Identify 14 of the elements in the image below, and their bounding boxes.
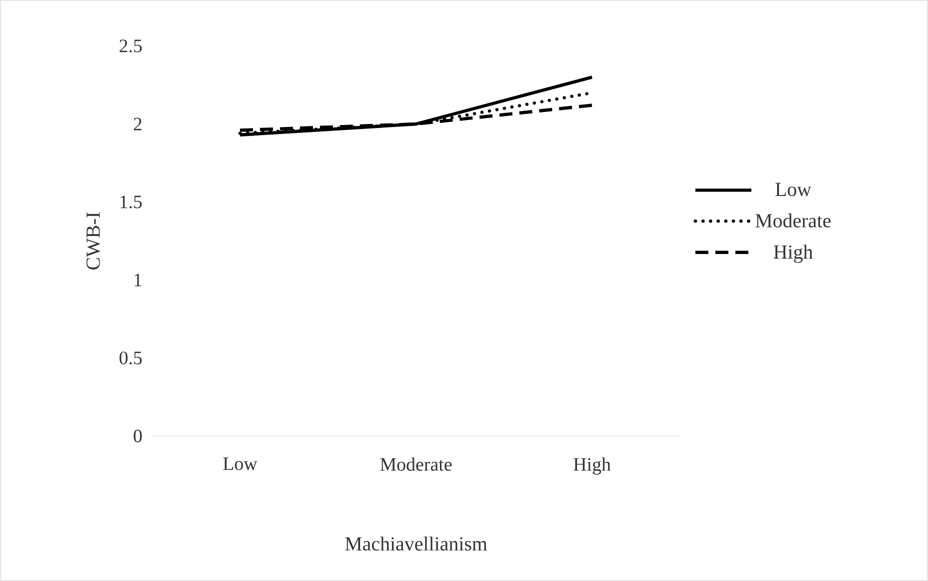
y-tick-label: 2.5 — [120, 40, 142, 52]
y-tick-label: 0.5 — [120, 352, 142, 364]
x-tick-label: High — [574, 458, 611, 475]
y-axis-title: CWB-I — [86, 212, 100, 270]
legend-label: Low — [775, 182, 812, 196]
x-tick-label: Moderate — [380, 458, 452, 471]
x-axis-title: Machiavellianism — [345, 536, 488, 551]
legend-label: Moderate — [756, 213, 831, 228]
y-tick-label: 2 — [134, 118, 142, 130]
legend-label: High — [774, 244, 813, 263]
y-tick-label: 0 — [134, 430, 142, 442]
x-tick-label: Low — [223, 458, 258, 470]
y-tick-label: 1.5 — [120, 196, 142, 208]
y-tick-label: 1 — [134, 274, 142, 286]
